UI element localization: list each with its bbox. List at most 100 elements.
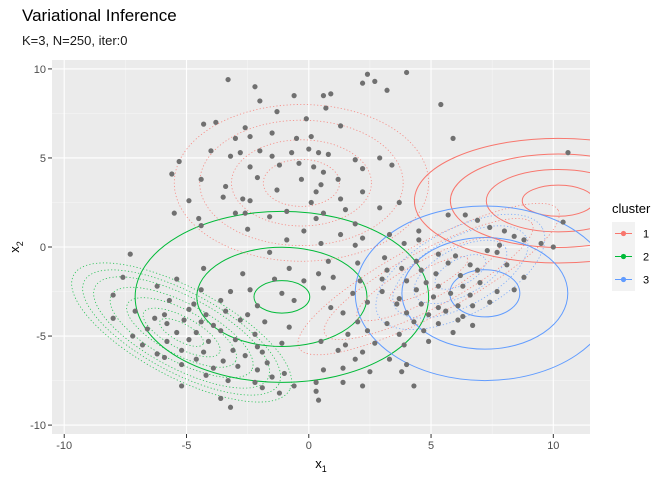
contour-line [434, 254, 487, 290]
data-point [208, 148, 214, 154]
data-point [254, 344, 261, 350]
data-point [320, 367, 327, 373]
data-point [313, 215, 319, 222]
data-point [242, 353, 248, 359]
data-point [411, 383, 417, 389]
data-point [367, 369, 373, 375]
data-point [340, 310, 346, 316]
data-point [198, 287, 204, 293]
legend-dot-2 [620, 253, 627, 260]
data-point [154, 283, 160, 289]
data-point [259, 385, 265, 391]
data-point [448, 290, 454, 296]
contour-line [521, 184, 590, 217]
data-point [227, 404, 234, 410]
contour-line [199, 119, 404, 246]
data-point [325, 258, 331, 264]
data-point [340, 379, 346, 385]
contour-line [413, 239, 508, 305]
contour-line [71, 262, 292, 403]
data-point [396, 199, 402, 206]
data-point [455, 317, 461, 323]
data-point [179, 361, 185, 368]
data-point [213, 119, 219, 125]
data-point [276, 390, 283, 396]
data-point [220, 194, 226, 200]
x-axis-label-base: x [315, 456, 322, 471]
data-point [201, 121, 207, 127]
data-point [416, 237, 422, 243]
data-point [284, 237, 290, 243]
data-point [384, 267, 390, 273]
data-point [279, 340, 285, 346]
data-point [254, 367, 261, 373]
data-point [320, 169, 327, 175]
data-point [328, 91, 334, 97]
data-point [252, 331, 258, 337]
data-point [230, 347, 236, 353]
contour-group-cluster-1 [413, 137, 590, 264]
data-point [450, 329, 456, 336]
data-point [494, 288, 500, 295]
data-point [413, 287, 419, 293]
data-point [438, 101, 444, 108]
data-point [433, 271, 439, 277]
data-point [313, 189, 319, 195]
y-tick-label: 10 [34, 64, 46, 76]
data-point [247, 164, 253, 170]
data-point [152, 315, 158, 321]
legend: cluster 1 2 3 [612, 201, 651, 291]
data-point [384, 320, 390, 327]
data-point [484, 247, 490, 254]
y-axis-label-base: x [7, 246, 22, 253]
data-point [328, 304, 334, 311]
data-point [271, 276, 278, 282]
data-point [421, 328, 427, 334]
data-points [110, 69, 571, 410]
contour-group-cluster-1 [173, 104, 430, 262]
data-point [452, 253, 459, 259]
data-point [154, 351, 160, 357]
data-point [286, 324, 292, 330]
data-point [296, 160, 302, 166]
data-point [426, 312, 432, 318]
data-point [245, 226, 251, 232]
data-point [223, 308, 229, 314]
contour-line [231, 139, 372, 227]
data-point [379, 288, 385, 295]
x-axis: -10 -5 0 5 10 [56, 434, 559, 452]
data-point [337, 196, 344, 202]
data-point [411, 319, 417, 325]
data-point [318, 182, 324, 188]
data-point [467, 262, 473, 268]
data-point [293, 135, 300, 141]
data-point [311, 164, 317, 170]
data-point [355, 319, 361, 325]
data-point [352, 221, 358, 227]
data-point [186, 198, 192, 204]
x-axis-label-sub: 1 [322, 464, 327, 474]
data-point [191, 301, 197, 307]
data-point [130, 333, 136, 339]
data-point [364, 71, 371, 77]
data-point [359, 383, 366, 389]
data-point [308, 199, 314, 206]
data-point [276, 162, 283, 168]
data-point [315, 271, 322, 277]
x-tick-label: -10 [56, 440, 72, 452]
data-point [179, 383, 185, 389]
data-point [435, 283, 441, 289]
data-point [381, 255, 388, 261]
data-point [352, 157, 358, 163]
data-point [205, 338, 212, 344]
data-point [355, 260, 361, 266]
data-point [565, 150, 571, 156]
contour-line [82, 269, 281, 396]
data-point [359, 80, 366, 86]
legend-label-2: 2 [643, 252, 649, 264]
data-point [474, 217, 481, 223]
x-tick-label: 0 [306, 440, 312, 452]
density-contours [71, 104, 590, 403]
contour-line [323, 218, 534, 341]
y-tick-label: 5 [40, 153, 46, 165]
